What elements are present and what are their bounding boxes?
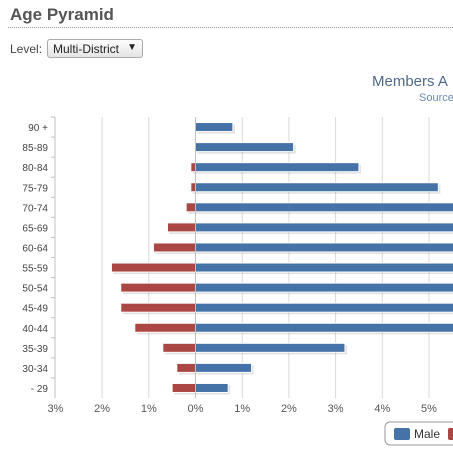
- legend-swatch-other: [448, 428, 453, 440]
- bar-left: [134, 322, 196, 333]
- x-tick-label: 5%: [421, 403, 437, 415]
- title-divider: [8, 27, 453, 28]
- bar-left: [190, 182, 197, 193]
- y-tick-label: 85-89: [22, 143, 48, 154]
- chevron-down-icon: ▼: [127, 42, 137, 53]
- bar-male: [195, 202, 453, 213]
- y-tick-label: 50-54: [22, 284, 48, 295]
- bar-male: [195, 182, 439, 193]
- bar-male: [195, 262, 453, 273]
- bar-left: [120, 282, 196, 293]
- y-tick-label: 35-39: [22, 344, 48, 355]
- bar-male: [195, 242, 453, 253]
- y-tick-label: 75-79: [22, 183, 48, 194]
- bar-male: [195, 162, 360, 173]
- y-tick-label: 45-49: [22, 304, 48, 315]
- bar-left: [176, 362, 197, 373]
- bar-left: [120, 302, 196, 313]
- level-select-value: Multi-District: [53, 42, 119, 56]
- chart-title: Members A: [372, 73, 448, 90]
- chart-subtitle: Source: [419, 92, 453, 104]
- legend-swatch-male: [394, 428, 410, 440]
- bar-male: [195, 362, 253, 373]
- bar-male: [195, 142, 295, 153]
- legend-label-male: Male: [414, 427, 440, 441]
- y-tick-label: 60-64: [22, 243, 48, 254]
- level-select[interactable]: Multi-District ▼: [47, 39, 143, 58]
- x-tick-label: 4%: [374, 403, 390, 415]
- y-tick-label: 70-74: [22, 203, 48, 214]
- bar-left: [171, 382, 196, 393]
- level-label: Level:: [10, 42, 43, 56]
- y-tick-label: - 29: [31, 384, 49, 395]
- y-tick-label: 65-69: [22, 223, 48, 234]
- bar-left: [185, 202, 197, 213]
- bar-left: [152, 242, 196, 253]
- x-tick-label: 1%: [234, 403, 250, 415]
- x-tick-label: 0%: [188, 403, 204, 415]
- bar-left: [162, 342, 196, 353]
- bar-left: [190, 162, 197, 173]
- y-tick-label: 30-34: [22, 364, 48, 375]
- x-tick-label: 2%: [281, 403, 297, 415]
- x-tick-label: 3%: [47, 403, 63, 415]
- y-tick-label: 80-84: [22, 163, 48, 174]
- bar-male: [195, 222, 453, 233]
- bar-male: [195, 342, 346, 353]
- y-tick-label: 90 +: [28, 123, 48, 134]
- bar-male: [195, 382, 229, 393]
- bar-male: [195, 322, 453, 333]
- bar-left: [110, 262, 196, 273]
- x-tick-label: 1%: [141, 403, 157, 415]
- y-tick-label: 40-44: [22, 324, 48, 335]
- y-tick-label: 55-59: [22, 264, 48, 275]
- x-tick-label: 2%: [94, 403, 110, 415]
- page-title: Age Pyramid: [10, 5, 114, 24]
- bar-male: [195, 282, 453, 293]
- x-tick-label: 3%: [328, 403, 344, 415]
- bar-male: [195, 122, 234, 133]
- bar-left: [166, 222, 196, 233]
- bar-male: [195, 302, 453, 313]
